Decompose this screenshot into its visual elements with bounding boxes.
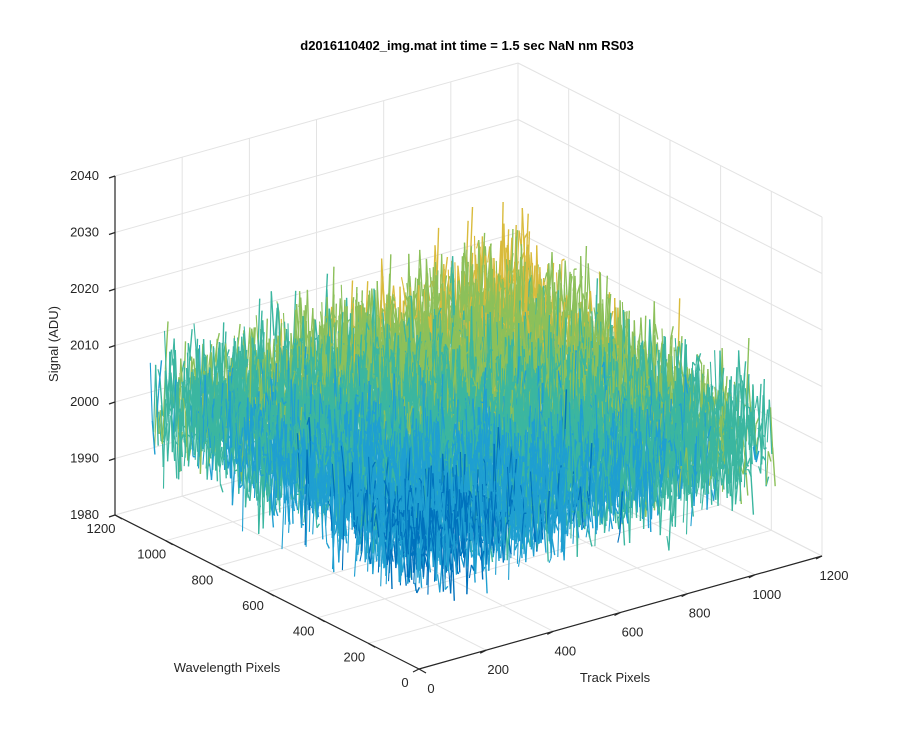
surface-spike xyxy=(502,322,506,326)
surface-spike xyxy=(527,244,532,280)
surface-spike xyxy=(413,292,418,300)
grid-line xyxy=(114,119,519,233)
surface-spike xyxy=(403,307,408,318)
surface xyxy=(149,201,776,601)
surface-spike xyxy=(507,283,512,294)
surface-spike xyxy=(497,240,502,294)
surface-spike xyxy=(502,305,507,312)
grid-line xyxy=(517,62,823,218)
grid-line xyxy=(517,119,823,274)
surface-spike xyxy=(606,297,610,301)
surface-spike xyxy=(450,256,454,283)
surface-spike xyxy=(566,271,571,313)
surface-spike xyxy=(544,272,548,283)
surface-spike xyxy=(236,323,241,351)
surface-spike xyxy=(415,278,419,317)
grid-line xyxy=(517,232,823,387)
surface-spike xyxy=(380,258,385,307)
surface-spike xyxy=(512,261,516,284)
surface-spike xyxy=(559,264,563,302)
surface-spike xyxy=(587,263,592,314)
grid-line xyxy=(114,62,519,177)
surface-spike xyxy=(416,285,420,318)
surface-spike xyxy=(360,300,364,305)
surface-spike xyxy=(528,275,532,346)
surface-spike xyxy=(487,246,491,263)
surface-spike xyxy=(531,282,536,288)
surface-spike xyxy=(549,252,553,286)
grid-line xyxy=(368,529,772,644)
surface-spike xyxy=(535,293,539,318)
grid-line xyxy=(114,175,519,290)
surface-spike xyxy=(419,249,423,297)
surface-spike xyxy=(550,269,554,303)
surface-spike xyxy=(561,302,566,332)
surface-spike xyxy=(561,258,565,261)
surface-spike xyxy=(444,256,449,280)
surface-spike xyxy=(482,246,486,259)
surface-spike xyxy=(460,261,465,308)
surface-spike xyxy=(455,305,460,331)
grid-line xyxy=(517,175,823,331)
surface-spike xyxy=(449,305,453,322)
chart-title: d2016110402_img.mat int time = 1.5 sec N… xyxy=(300,38,633,53)
surface-spike xyxy=(414,314,417,320)
surface-spike xyxy=(580,256,584,338)
surface-spike xyxy=(478,240,483,328)
surface-spike xyxy=(509,253,514,272)
surface-spike xyxy=(564,260,569,312)
surface-spike xyxy=(523,232,528,239)
grid-line xyxy=(114,232,519,346)
surface-spike xyxy=(587,290,591,310)
surface-spike xyxy=(400,277,405,288)
surface-spike xyxy=(521,261,526,317)
